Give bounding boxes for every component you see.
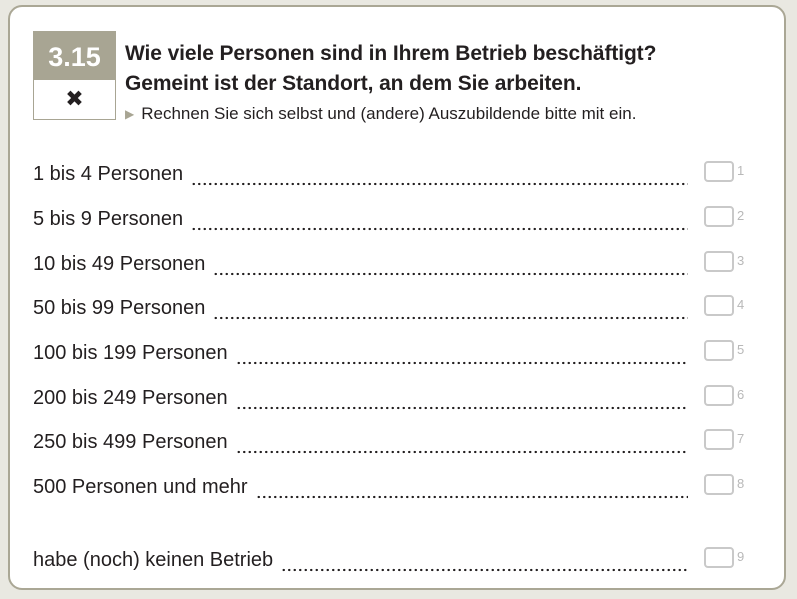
- cross-mark-icon: ✖: [65, 86, 84, 111]
- dot-leader: [213, 300, 688, 320]
- option-row[interactable]: 1 bis 4 Personen 1: [33, 156, 753, 186]
- option-label: 200 bis 249 Personen: [33, 387, 228, 409]
- option-label: habe (noch) keinen Betrieb: [33, 549, 274, 571]
- option-checkbox[interactable]: [704, 161, 734, 182]
- option-label: 5 bis 9 Personen: [33, 208, 184, 230]
- question-title-line2: Gemeint ist der Standort, an dem Sie arb…: [125, 72, 582, 95]
- option-label: 50 bis 99 Personen: [33, 297, 206, 319]
- option-code: 8: [737, 476, 745, 491]
- option-checkbox[interactable]: [704, 206, 734, 227]
- option-code: 7: [737, 431, 745, 446]
- dot-leader: [235, 434, 688, 454]
- option-row[interactable]: habe (noch) keinen Betrieb 9: [33, 542, 753, 572]
- dot-leader: [255, 479, 688, 499]
- option-checkbox[interactable]: [704, 295, 734, 316]
- dot-leader: [191, 166, 688, 186]
- option-row[interactable]: 100 bis 199 Personen 5: [33, 335, 753, 365]
- option-row[interactable]: 50 bis 99 Personen 4: [33, 290, 753, 320]
- option-code: 5: [737, 342, 745, 357]
- option-row[interactable]: 5 bis 9 Personen 2: [33, 201, 753, 231]
- option-label: 500 Personen und mehr: [33, 476, 248, 498]
- hint-text: Rechnen Sie sich selbst und (andere) Aus…: [141, 104, 637, 123]
- option-label: 250 bis 499 Personen: [33, 431, 228, 453]
- option-code: 3: [737, 253, 745, 268]
- option-code: 4: [737, 297, 745, 312]
- option-checkbox[interactable]: [704, 429, 734, 450]
- option-label: 100 bis 199 Personen: [33, 342, 228, 364]
- option-row[interactable]: 10 bis 49 Personen 3: [33, 246, 753, 276]
- option-row[interactable]: 200 bis 249 Personen 6: [33, 380, 753, 410]
- triangle-right-icon: ▶: [125, 107, 135, 121]
- dot-leader: [281, 552, 688, 572]
- option-label: 10 bis 49 Personen: [33, 253, 206, 275]
- option-checkbox[interactable]: [704, 474, 734, 495]
- option-label: 1 bis 4 Personen: [33, 163, 184, 185]
- option-checkbox[interactable]: [704, 385, 734, 406]
- question-number: 3.15: [34, 32, 115, 80]
- question-title-line1: Wie viele Personen sind in Ihrem Betrieb…: [125, 42, 657, 65]
- dot-leader: [235, 390, 688, 410]
- option-row[interactable]: 500 Personen und mehr 8: [33, 469, 753, 499]
- dot-leader: [191, 211, 688, 231]
- option-row[interactable]: 250 bis 499 Personen 7: [33, 424, 753, 454]
- question-title: Wie viele Personen sind in Ihrem Betrieb…: [125, 39, 656, 99]
- question-badge: 3.15 ✖: [33, 31, 116, 120]
- option-code: 9: [737, 549, 745, 564]
- option-code: 2: [737, 208, 745, 223]
- question-hint: ▶ Rechnen Sie sich selbst und (andere) Au…: [125, 104, 636, 124]
- option-checkbox[interactable]: [704, 251, 734, 272]
- option-checkbox[interactable]: [704, 340, 734, 361]
- option-code: 1: [737, 163, 745, 178]
- option-code: 6: [737, 387, 745, 402]
- dot-leader: [213, 256, 688, 276]
- option-checkbox[interactable]: [704, 547, 734, 568]
- dot-leader: [235, 345, 688, 365]
